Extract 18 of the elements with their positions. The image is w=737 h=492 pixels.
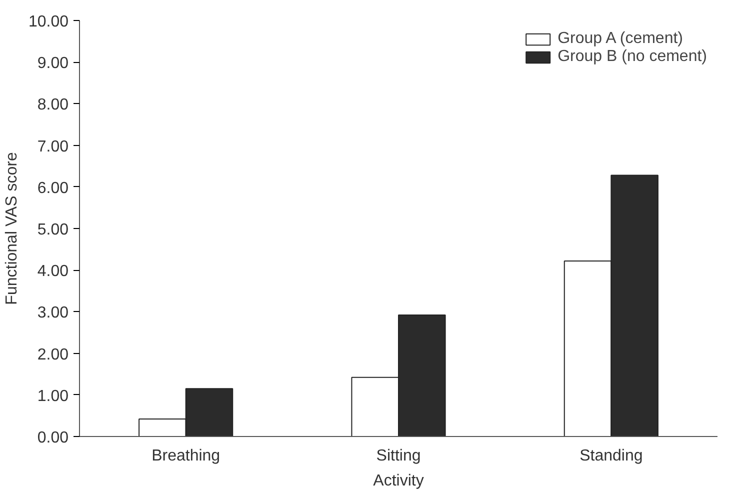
y-tick-label: 5.00 [37, 222, 69, 238]
x-tick-label: Breathing [152, 448, 220, 464]
y-tick-label: 3.00 [37, 304, 69, 322]
y-tick-label: 7.00 [37, 138, 69, 156]
legend-label: Group B (no cement) [558, 48, 707, 66]
y-tick-label: 6.00 [37, 180, 69, 197]
x-tick-label: Sitting [376, 448, 421, 464]
y-tick-label: 0.00 [37, 430, 69, 446]
x-axis-title: Activity [373, 472, 424, 490]
y-tick-label: 2.00 [37, 346, 69, 364]
legend-label: Group A (cement) [558, 30, 683, 48]
y-tick-label: 9.00 [37, 55, 69, 72]
y-axis-title: Functional VAS score [3, 152, 20, 305]
y-tick-label: 10.00 [28, 14, 69, 30]
y-tick-label: 4.00 [37, 263, 69, 280]
y-tick-label: 8.00 [37, 96, 69, 114]
y-tick-label: 1.00 [37, 388, 69, 405]
x-tick-label: Standing [580, 448, 643, 464]
